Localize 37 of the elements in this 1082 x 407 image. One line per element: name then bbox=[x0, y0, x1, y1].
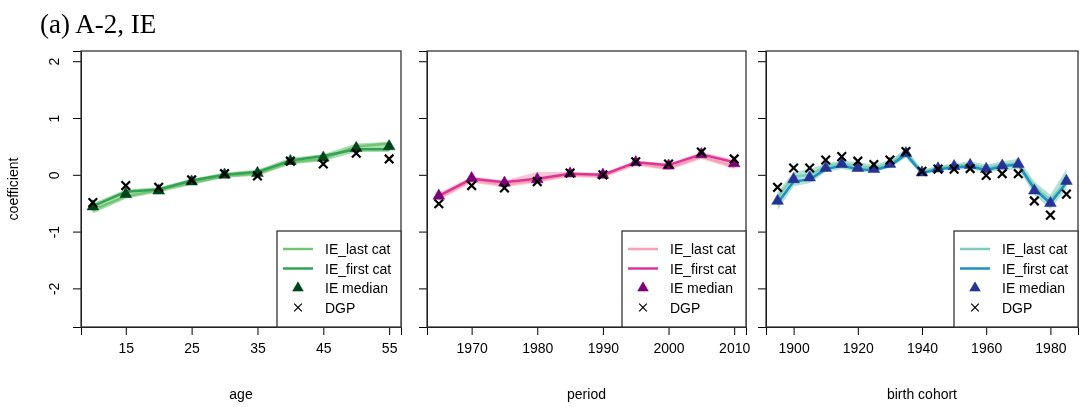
x-tick-label: 1980 bbox=[1035, 339, 1067, 356]
x-tick-label: 55 bbox=[381, 339, 398, 356]
y-axis-title: coefficient bbox=[5, 157, 21, 221]
y-tick-label: 2 bbox=[46, 57, 62, 66]
legend-label: IE median bbox=[670, 280, 734, 296]
legend-label: IE_first cat bbox=[1002, 260, 1069, 277]
x-tick-label: 1960 bbox=[971, 339, 1003, 356]
legend-label: IE_last cat bbox=[1002, 241, 1068, 257]
legend-label: DGP bbox=[1002, 299, 1033, 316]
x-axis-title: age bbox=[229, 386, 253, 402]
x-tick-label: 1990 bbox=[587, 339, 620, 356]
x-tick-label: 1920 bbox=[842, 339, 875, 356]
chart-title: (a) A-2, IE bbox=[40, 9, 157, 39]
x-tick-label: 1970 bbox=[456, 339, 488, 356]
y-tick-label: -2 bbox=[46, 282, 62, 296]
x-axis-title: period bbox=[567, 386, 606, 402]
x-axis-title: birth cohort bbox=[886, 386, 958, 402]
x-tick-label: 45 bbox=[316, 339, 332, 356]
legend-label: IE_last cat bbox=[325, 241, 391, 257]
x-tick-label: 15 bbox=[118, 339, 135, 356]
y-tick-label: 1 bbox=[46, 114, 62, 123]
legend-label: DGP bbox=[670, 299, 701, 316]
legend-label: DGP bbox=[325, 299, 356, 316]
legend-label: IE_first cat bbox=[670, 260, 737, 277]
legend-label: IE_last cat bbox=[670, 241, 736, 257]
x-tick-label: 1940 bbox=[906, 339, 939, 356]
x-tick-label: 1900 bbox=[778, 339, 810, 356]
x-tick-label: 2010 bbox=[719, 339, 751, 356]
legend-label: IE_first cat bbox=[325, 260, 392, 277]
x-tick-label: 25 bbox=[184, 339, 201, 356]
legend-label: IE median bbox=[325, 280, 389, 296]
y-tick-label: -1 bbox=[46, 225, 62, 239]
legend-label: IE median bbox=[1002, 280, 1066, 296]
x-tick-label: 35 bbox=[250, 339, 266, 356]
x-tick-label: 2000 bbox=[653, 339, 685, 356]
x-tick-label: 1980 bbox=[522, 339, 554, 356]
y-tick-label: 0 bbox=[46, 171, 62, 180]
